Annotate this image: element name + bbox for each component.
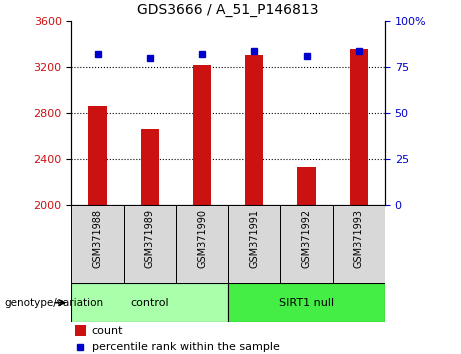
Text: GSM371988: GSM371988 xyxy=(93,209,103,268)
Text: genotype/variation: genotype/variation xyxy=(5,298,104,308)
Bar xyxy=(333,205,385,283)
Bar xyxy=(71,283,228,322)
Text: GSM371992: GSM371992 xyxy=(301,209,312,268)
Bar xyxy=(141,130,159,205)
Bar xyxy=(193,65,211,205)
Text: percentile rank within the sample: percentile rank within the sample xyxy=(92,342,280,352)
Bar xyxy=(280,205,333,283)
Bar xyxy=(349,49,368,205)
Text: control: control xyxy=(130,298,169,308)
Bar xyxy=(124,205,176,283)
Title: GDS3666 / A_51_P146813: GDS3666 / A_51_P146813 xyxy=(137,4,319,17)
Bar xyxy=(297,167,316,205)
Bar xyxy=(71,205,124,283)
Bar xyxy=(89,106,106,205)
Text: GSM371993: GSM371993 xyxy=(354,209,364,268)
Bar xyxy=(176,205,228,283)
Bar xyxy=(75,325,86,336)
Text: GSM371991: GSM371991 xyxy=(249,209,260,268)
Bar xyxy=(245,55,264,205)
Text: SIRT1 null: SIRT1 null xyxy=(279,298,334,308)
Bar xyxy=(228,283,385,322)
Text: GSM371990: GSM371990 xyxy=(197,209,207,268)
Text: GSM371989: GSM371989 xyxy=(145,209,155,268)
Text: count: count xyxy=(92,326,124,336)
Bar xyxy=(228,205,280,283)
